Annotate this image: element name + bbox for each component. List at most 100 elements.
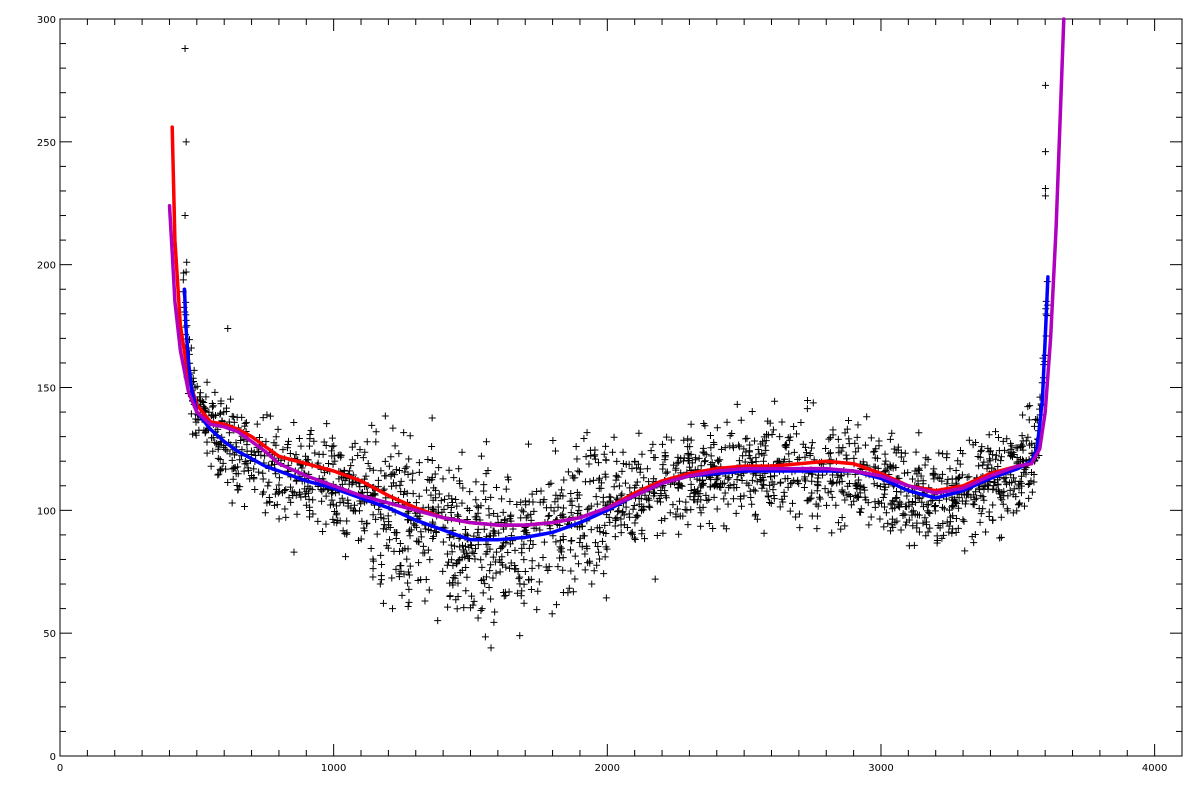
data-point (854, 444, 862, 452)
data-point (540, 538, 548, 546)
data-point (314, 517, 322, 525)
data-point (356, 483, 364, 491)
data-point (873, 454, 881, 462)
data-point (628, 465, 636, 473)
data-point (996, 534, 1004, 542)
data-point (776, 433, 784, 441)
data-point (406, 562, 414, 570)
data-point (214, 471, 222, 479)
data-point (872, 445, 880, 453)
data-point (871, 503, 879, 511)
data-point (874, 498, 882, 506)
data-point (230, 418, 238, 426)
data-point (366, 465, 374, 473)
data-point (448, 548, 456, 556)
data-point (506, 498, 514, 506)
data-point (357, 500, 365, 508)
data-point (1010, 485, 1018, 493)
data-point (729, 495, 737, 503)
data-point (600, 570, 608, 578)
data-point (325, 459, 333, 467)
data-point (552, 491, 560, 499)
data-point (610, 483, 618, 491)
data-point (790, 422, 798, 430)
data-point (633, 464, 641, 472)
data-point (897, 526, 905, 534)
data-point (552, 601, 560, 609)
data-point (181, 44, 189, 52)
data-point (380, 515, 388, 523)
data-point (1041, 148, 1049, 156)
data-point (982, 528, 990, 536)
data-point (635, 500, 643, 508)
data-point (875, 437, 883, 445)
tick-labels: 0 1000 2000 3000 4000 0 50 100 150 200 250 300 (37, 15, 1167, 774)
data-point (288, 487, 296, 495)
data-point (736, 495, 744, 503)
data-point (969, 500, 977, 508)
data-point (452, 495, 460, 503)
data-point (559, 566, 567, 574)
data-point (663, 433, 671, 441)
data-point (729, 442, 737, 450)
data-point (633, 478, 641, 486)
data-point (253, 420, 261, 428)
data-point (792, 430, 800, 438)
data-point (801, 477, 809, 485)
y-tick-label: 250 (37, 138, 56, 149)
data-point (542, 563, 550, 571)
data-point (275, 515, 283, 523)
data-point (1041, 81, 1049, 89)
data-point (710, 493, 718, 501)
data-point (260, 488, 268, 496)
data-point (961, 547, 969, 555)
data-point (472, 496, 480, 504)
data-point (782, 440, 790, 448)
data-point (994, 480, 1002, 488)
data-point (737, 472, 745, 480)
data-point (735, 443, 743, 451)
data-point (808, 439, 816, 447)
data-point (909, 475, 917, 483)
data-point (1014, 501, 1022, 509)
data-point (374, 476, 382, 484)
data-point (773, 457, 781, 465)
data-point (409, 469, 417, 477)
data-point (769, 426, 777, 434)
data-point (992, 451, 1000, 459)
data-point (511, 546, 519, 554)
data-point (857, 508, 865, 516)
data-point (653, 497, 661, 505)
data-point (526, 537, 534, 545)
data-point (899, 511, 907, 519)
data-point (588, 580, 596, 588)
fit-line-2 (182, 275, 1050, 542)
data-point (1003, 480, 1011, 488)
data-point (576, 539, 584, 547)
data-point (392, 535, 400, 543)
data-point (361, 527, 369, 535)
data-point (795, 480, 803, 488)
data-point (532, 524, 540, 532)
data-point (685, 451, 693, 459)
data-point (815, 493, 823, 501)
data-point (521, 568, 529, 576)
data-point (945, 522, 953, 530)
data-point (610, 433, 618, 441)
data-point (997, 457, 1005, 465)
data-point (1009, 509, 1017, 517)
data-point (405, 527, 413, 535)
data-point (939, 520, 947, 528)
data-point (371, 490, 379, 498)
data-point (189, 430, 197, 438)
data-point (214, 454, 222, 462)
data-point (651, 454, 659, 462)
data-point (558, 544, 566, 552)
data-point (424, 456, 432, 464)
data-point (684, 521, 692, 529)
data-point (367, 545, 375, 553)
data-point (601, 521, 609, 529)
data-point (544, 512, 552, 520)
data-point (581, 566, 589, 574)
data-point (590, 452, 598, 460)
